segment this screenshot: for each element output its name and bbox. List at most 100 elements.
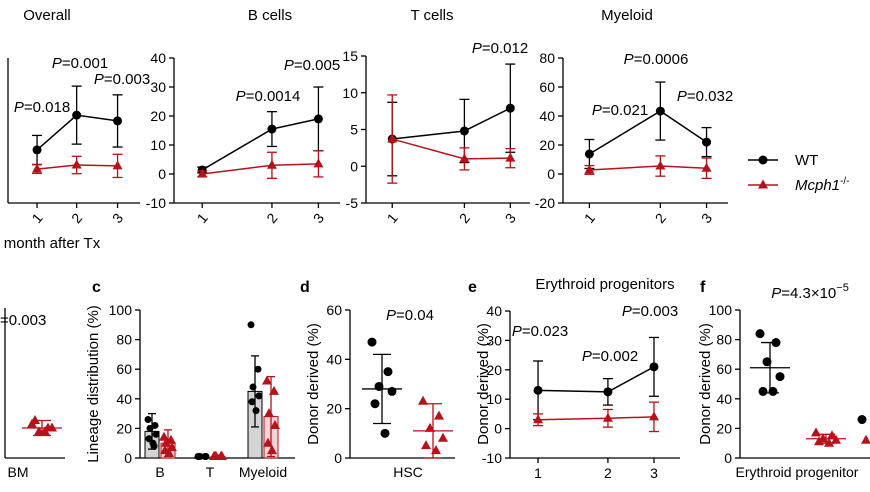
series-line [392, 107, 511, 140]
marker-triangle [505, 152, 516, 162]
data-point [263, 437, 273, 447]
y-tick-label: 100 [109, 302, 133, 318]
data-point [249, 383, 257, 391]
y-tick-label: -10 [482, 450, 502, 466]
p-value: P=0.012 [472, 40, 528, 57]
data-point [254, 365, 262, 373]
y-tick-label: 40 [116, 391, 132, 407]
x-tick-label: 1 [581, 210, 598, 226]
data-point [380, 428, 390, 438]
marker-triangle [602, 412, 613, 422]
p-value: P=0.003 [94, 71, 150, 88]
p-value: P=0.021 [592, 102, 648, 119]
data-point [827, 430, 837, 440]
x-tick-label: 1 [384, 210, 401, 226]
x-tick-label: 3 [698, 210, 715, 226]
y-tick-label: 0 [124, 450, 132, 466]
y-tick-label: -10 [146, 195, 166, 211]
data-point [418, 395, 428, 405]
p-value: P=4.3×10−5 [771, 282, 849, 302]
series-line [589, 165, 707, 171]
data-point [425, 422, 435, 432]
marker-triangle [266, 159, 277, 169]
marker-circle [505, 103, 515, 113]
x-tick-label: 2 [263, 210, 280, 226]
x-tick-label: 1 [28, 210, 45, 226]
data-point [164, 448, 174, 458]
data-point [262, 375, 272, 385]
y-tick-label: 30 [486, 332, 502, 348]
marker-triangle [313, 158, 324, 168]
panel-letter: e [468, 279, 477, 296]
marker-triangle [197, 168, 208, 178]
x-tick-label: 3 [109, 210, 126, 226]
data-point [161, 437, 171, 447]
data-point [152, 430, 160, 438]
series-line [201, 118, 319, 171]
y-tick-label: 10 [486, 391, 502, 407]
y-tick-label: 80 [716, 332, 732, 348]
series-line [538, 416, 655, 421]
data-point [434, 410, 444, 420]
y-tick-label: 10 [342, 85, 358, 101]
x-tick-label: B [155, 464, 164, 480]
series-line [538, 366, 655, 393]
y-tick-label: 80 [539, 50, 555, 66]
marker-triangle [387, 133, 398, 143]
y-tick-label: 0 [350, 158, 358, 174]
y-tick-label: 20 [716, 420, 732, 436]
data-point [270, 419, 280, 429]
y-axis-label: Lineage distribution (%) [85, 305, 102, 463]
y-tick-label: 0 [494, 421, 502, 437]
p-value: P=0.032 [677, 88, 733, 105]
data-point [144, 416, 152, 424]
y-tick-label: 40 [486, 303, 502, 319]
marker-triangle [71, 159, 82, 169]
marker-circle [649, 362, 659, 372]
data-point [387, 386, 397, 396]
data-point [146, 424, 154, 432]
y-tick-label: 0 [724, 450, 732, 466]
y-tick-label: -5 [346, 195, 359, 211]
y-tick-label: 40 [539, 108, 555, 124]
x-tick-label: 2 [456, 210, 473, 226]
data-point [367, 337, 377, 347]
data-point [374, 381, 384, 391]
data-point [248, 398, 256, 406]
data-point [857, 415, 867, 425]
x-tick-label: BM [8, 464, 29, 480]
y-tick-label: 40 [326, 351, 342, 367]
legend-label: Mcph1-/- [795, 176, 849, 194]
y-axis-label: Donor derived (%) [305, 323, 322, 445]
data-point [30, 415, 40, 424]
data-point [159, 431, 169, 441]
y-axis-label: Donor derived (%) [697, 323, 714, 445]
p-value: P=0.002 [582, 348, 638, 365]
x-tick-label: 3 [310, 210, 327, 226]
marker-circle [267, 124, 277, 134]
data-point [824, 437, 834, 447]
panel-letter: f [700, 279, 706, 296]
y-tick-label: 0 [547, 166, 555, 182]
series-line [392, 138, 511, 160]
p-value: P=0.018 [14, 99, 70, 116]
x-tick-label: 3 [502, 210, 519, 226]
data-point [370, 399, 380, 409]
marker-triangle [459, 153, 470, 163]
data-point [210, 451, 220, 461]
x-tick-label: 2 [68, 210, 85, 226]
marker-circle [72, 110, 82, 120]
data-point [166, 434, 176, 444]
data-point [438, 432, 448, 442]
marker-triangle [32, 163, 43, 173]
x-axis-label: month after Tx [4, 235, 101, 252]
data-point [40, 426, 50, 436]
y-tick-label: 20 [486, 362, 502, 378]
p-value: P=0.001 [52, 55, 108, 72]
marker-circle [313, 114, 323, 124]
data-point [771, 338, 781, 348]
data-point [811, 427, 821, 437]
marker-circle [32, 145, 42, 155]
marker-circle [655, 106, 665, 116]
